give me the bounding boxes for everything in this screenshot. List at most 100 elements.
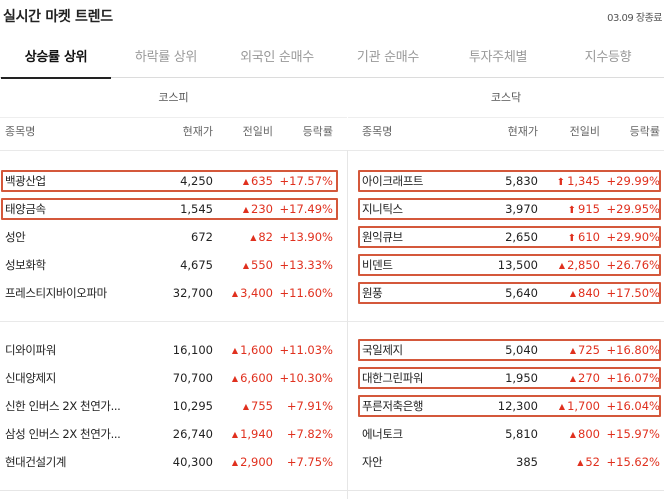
stock-price: 1,545 [180,202,213,216]
stock-name[interactable]: 원풍 [362,286,383,300]
stock-change: ▲ 800 [570,420,600,449]
stock-name[interactable]: 지니틱스 [362,202,403,216]
stock-change-value: 82 [258,230,273,244]
stock-row[interactable]: 신한 인버스 2X 천연가... 10,295 ▲ 755 +7.91% [0,392,347,420]
stock-change-value: 2,900 [240,455,273,469]
stock-change: ▲ 52 [577,448,600,477]
stock-row[interactable]: 에너토크 5,810 ▲ 800 +15.97% [348,420,664,448]
stock-rate: +29.99% [606,174,661,188]
stock-name[interactable]: 성안 [5,230,26,244]
up-triangle-icon: ▲ [558,261,566,270]
stock-change-value: 755 [251,399,273,413]
stock-name[interactable]: 태양금속 [5,202,46,216]
stock-change: ⬆ 610 [568,223,600,253]
stock-rate: +16.07% [606,371,661,385]
tab-institution-net-buy[interactable]: 기관 순매수 [356,50,420,65]
stock-change-value: 3,400 [240,286,273,300]
col-change: 전일비 [569,125,600,138]
stock-name[interactable]: 현대건설기계 [5,455,67,469]
kospi-header: 코스피 [0,78,347,118]
stock-change: ▲ 1,600 [232,336,273,365]
stock-rate: +10.30% [279,371,334,385]
stock-change: ▲ 230 [243,195,273,224]
stock-row[interactable]: 신대양제지 70,700 ▲ 6,600 +10.30% [0,364,347,392]
stock-name[interactable]: 아이크래프트 [362,174,424,188]
col-price: 현재가 [182,125,213,138]
stock-row[interactable]: 성보화학 4,675 ▲ 550 +13.33% [0,251,347,279]
stock-rate: +17.49% [279,202,334,216]
stock-name[interactable]: 푸른저축은행 [362,399,424,413]
stock-change: ▲ 755 [243,392,273,421]
stock-change: ⬆ 1,345 [557,167,600,197]
tab-top-losers[interactable]: 하락률 상위 [134,50,198,65]
stock-name[interactable]: 프레스티지바이오파마 [5,286,107,300]
stock-name[interactable]: 디와이파워 [5,343,56,357]
stock-name[interactable]: 성보화학 [5,258,46,272]
tab-top-gainers[interactable]: 상승률 상위 [1,40,111,79]
stock-row[interactable]: 자안 385 ▲ 52 +15.62% [348,448,664,476]
stock-name[interactable]: 대한그린파워 [362,371,424,385]
stock-row[interactable]: 원풍 5,640 ▲ 840 +17.50% [348,279,664,307]
up-triangle-icon: ▲ [231,458,239,467]
stock-rate: +13.90% [279,230,334,244]
stock-rate: +11.03% [279,343,334,357]
stock-row[interactable]: 비덴트 13,500 ▲ 2,850 +26.76% [348,251,664,279]
stock-name[interactable]: 신대양제지 [5,371,56,385]
stock-row[interactable]: 대한그린파워 1,950 ▲ 270 +16.07% [348,364,664,392]
tab-foreign-net-buy[interactable]: 외국인 순매수 [240,50,314,65]
up-triangle-icon: ▲ [231,430,239,439]
stock-change-value: 1,940 [240,427,273,441]
stock-price: 10,295 [172,399,213,413]
stock-row[interactable]: 원익큐브 2,650 ⬆ 610 +29.90% [348,223,664,251]
stock-rate: +15.97% [606,427,661,441]
limit-up-arrow-icon: ⬆ [567,233,577,244]
stock-price: 26,740 [172,427,213,441]
stock-name[interactable]: 비덴트 [362,258,393,272]
stock-row[interactable]: 현대건설기계 40,300 ▲ 2,900 +7.75% [0,448,347,476]
stock-change: ▲ 840 [570,279,600,308]
stock-row[interactable]: 태양금속 1,545 ▲ 230 +17.49% [0,195,347,223]
tab-investor-type[interactable]: 투자주체별 [468,50,528,65]
stock-change-value: 635 [251,174,273,188]
stock-row[interactable]: 삼성 인버스 2X 천연가... 26,740 ▲ 1,940 +7.82% [0,420,347,448]
stock-row[interactable]: 국일제지 5,040 ▲ 725 +16.80% [348,336,664,364]
stock-row[interactable]: 백광산업 4,250 ▲ 635 +17.57% [0,167,347,195]
stock-row[interactable]: 성안 672 ▲ 82 +13.90% [0,223,347,251]
stock-name[interactable]: 삼성 인버스 2X 천연가... [5,427,121,441]
up-triangle-icon: ▲ [242,261,250,270]
stock-row[interactable]: 푸른저축은행 12,300 ▲ 1,700 +16.04% [348,392,664,420]
widget-header: 실시간 마켓 트렌드 03.09 장종료 [0,0,664,32]
stock-change-value: 840 [578,286,600,300]
tab-index-trend[interactable]: 지수등향 [584,50,632,65]
stock-name[interactable]: 백광산업 [5,174,46,188]
divider [0,490,664,491]
up-triangle-icon: ▲ [577,458,584,467]
stock-change: ▲ 270 [570,364,600,393]
limit-up-arrow-icon: ⬆ [556,177,566,188]
stock-change: ▲ 550 [243,251,273,280]
stock-change-value: 800 [578,427,600,441]
col-change: 전일비 [242,125,273,138]
stock-price: 385 [516,455,538,469]
stock-name[interactable]: 신한 인버스 2X 천연가... [5,399,121,413]
stock-change: ▲ 82 [250,223,273,252]
limit-up-arrow-icon: ⬆ [567,205,577,216]
stock-name[interactable]: 원익큐브 [362,230,403,244]
stock-change-value: 550 [251,258,273,272]
stock-rate: +16.80% [606,343,661,357]
stock-row[interactable]: 프레스티지바이오파마 32,700 ▲ 3,400 +11.60% [0,279,347,307]
stock-row[interactable]: 디와이파워 16,100 ▲ 1,600 +11.03% [0,336,347,364]
stock-rate: +17.50% [606,286,661,300]
stock-price: 1,950 [505,371,538,385]
stock-change: ▲ 635 [243,167,273,196]
stock-row[interactable]: 아이크래프트 5,830 ⬆ 1,345 +29.99% [348,167,664,195]
up-triangle-icon: ▲ [231,346,239,355]
stock-name[interactable]: 국일제지 [362,343,403,357]
stock-row[interactable]: 지니틱스 3,970 ⬆ 915 +29.95% [348,195,664,223]
stock-name[interactable]: 에너토크 [362,427,403,441]
divider [0,150,664,151]
col-name: 종목명 [362,125,393,138]
stock-name[interactable]: 자안 [362,455,383,469]
divider [347,150,348,499]
stock-change: ▲ 1,940 [232,420,273,449]
